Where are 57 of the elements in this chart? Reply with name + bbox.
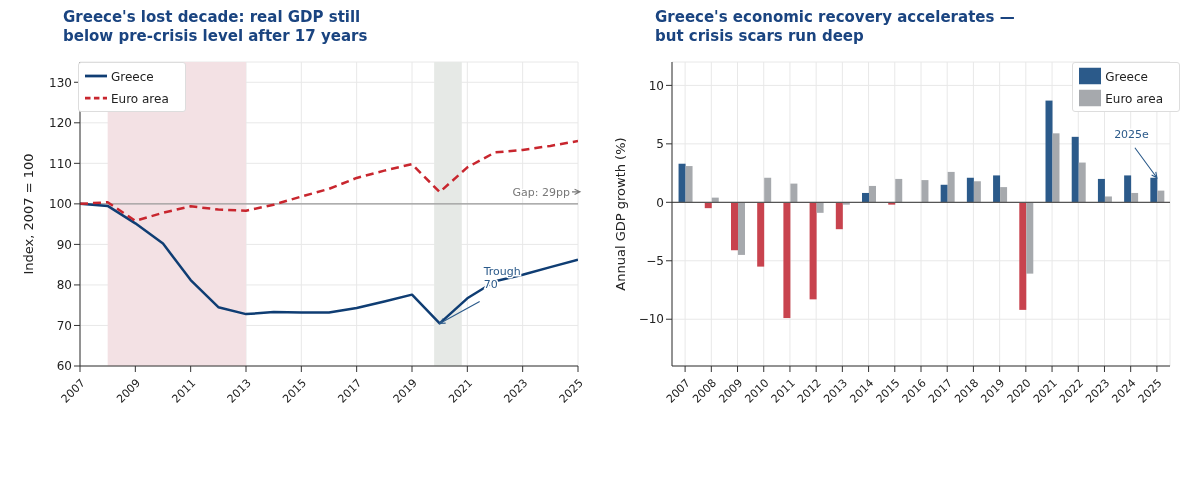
bar — [809, 202, 817, 300]
bar — [764, 177, 772, 203]
y-tick-label: −10 — [638, 312, 664, 327]
bar — [835, 202, 843, 230]
bar — [1104, 196, 1112, 203]
bar — [1157, 190, 1165, 203]
y-tick-label: 90 — [56, 237, 72, 252]
y-axis-title: Index, 2007 = 100 — [20, 153, 36, 275]
bar — [1078, 162, 1086, 203]
bar — [940, 184, 948, 203]
legend-label: Euro area — [1105, 91, 1163, 106]
y-tick-label: 110 — [49, 156, 72, 171]
y-tick-label: 5 — [656, 137, 664, 152]
bar — [783, 202, 791, 319]
y-tick-label: 130 — [49, 75, 72, 90]
y-tick-label: 80 — [56, 278, 72, 293]
annotation: 2025e — [1114, 127, 1150, 141]
y-tick-label: 10 — [648, 78, 664, 93]
bar — [1026, 202, 1034, 274]
y-tick-label: −5 — [646, 254, 664, 269]
bar — [1000, 187, 1008, 203]
annotation: Gap: 29pp — [512, 185, 571, 199]
y-axis-title: Annual GDP growth (%) — [612, 137, 628, 291]
bar — [862, 192, 870, 203]
bar — [1131, 192, 1139, 203]
y-tick-label: 0 — [656, 195, 664, 210]
bar — [816, 202, 824, 213]
bar — [1052, 133, 1060, 203]
bar — [869, 185, 877, 203]
legend-label: Greece — [111, 69, 154, 84]
bar — [1097, 178, 1105, 203]
bar — [966, 177, 974, 203]
bar — [757, 202, 765, 267]
bar — [730, 202, 738, 251]
bar — [678, 163, 686, 203]
bar — [685, 166, 693, 203]
bar — [895, 178, 903, 203]
y-tick-label: 120 — [49, 116, 72, 131]
bar — [790, 183, 798, 203]
chart-title: Greece's economic recovery accelerates — but crisis scars run deep — [654, 8, 1016, 47]
legend-label: Euro area — [111, 91, 169, 106]
bar — [993, 175, 1001, 203]
bar — [1045, 100, 1053, 203]
y-tick-label: 100 — [49, 197, 72, 212]
bar — [1124, 175, 1132, 203]
bar — [1019, 202, 1027, 310]
line-series — [80, 139, 578, 223]
y-tick-label: 60 — [56, 359, 72, 374]
bar — [973, 181, 981, 203]
chart-title: Greece's lost decade: real GDP still below pre-crisis level after 17 years — [62, 8, 369, 47]
bar — [737, 202, 745, 255]
bar — [1150, 177, 1158, 203]
legend-label: Greece — [1105, 69, 1148, 84]
bar — [921, 180, 929, 203]
bar — [947, 171, 955, 203]
bar — [1071, 136, 1079, 203]
y-tick-label: 70 — [56, 318, 72, 333]
